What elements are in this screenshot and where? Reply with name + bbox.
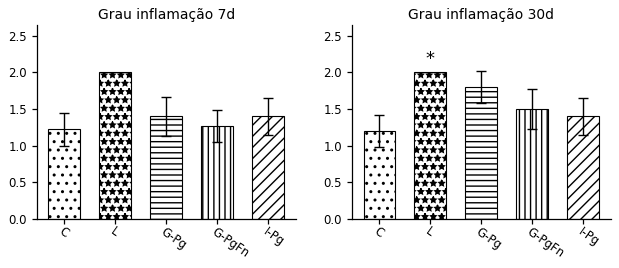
Title: Grau inflamação 7d: Grau inflamação 7d (98, 8, 235, 22)
Bar (465, 87, 497, 219)
Bar (100, 72, 131, 219)
Bar (253, 116, 284, 219)
Bar (516, 109, 548, 219)
Bar (415, 72, 446, 219)
Bar (201, 126, 233, 219)
Title: Grau inflamação 30d: Grau inflamação 30d (408, 8, 554, 22)
Bar (48, 129, 80, 219)
Bar (567, 116, 599, 219)
Text: *: * (426, 50, 435, 68)
Bar (363, 131, 395, 219)
Bar (150, 116, 182, 219)
